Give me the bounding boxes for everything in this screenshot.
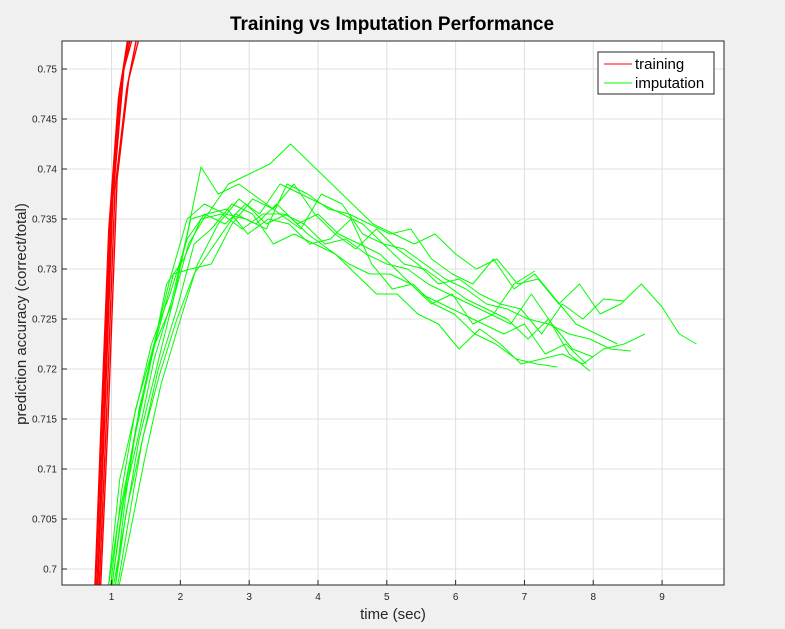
y-axis-label: prediction accuracy (correct/total): [13, 203, 30, 425]
x-tick-label: 5: [384, 592, 390, 603]
chart-title: Training vs Imputation Performance: [230, 14, 554, 35]
y-tick-label: 0.715: [32, 415, 57, 426]
y-gridlines: [62, 68, 724, 570]
training-line-4: [100, 41, 140, 585]
legend-entry-imputation: imputation: [635, 75, 704, 92]
y-tick-label: 0.705: [32, 515, 57, 526]
imputation-line-12: [110, 208, 558, 585]
x-tick-label: 7: [522, 592, 528, 603]
imputation-line-15: [118, 183, 632, 585]
legend-entry-training: training: [635, 56, 684, 73]
x-tick-label: 6: [453, 592, 459, 603]
imputation-line-9: [111, 166, 591, 585]
imputation-line-11: [115, 203, 646, 585]
y-tick-label: 0.73: [38, 265, 58, 276]
imputation-line-14: [108, 203, 536, 585]
x-tick-label: 2: [178, 592, 184, 603]
x-tick-label: 4: [315, 592, 321, 603]
y-tick-label: 0.72: [38, 365, 58, 376]
y-tick-label: 0.745: [32, 115, 57, 126]
y-ticks: 0.7 0.705 0.71 0.715 0.72 0.725 0.73 0.735 0.74 0…: [32, 65, 67, 576]
imputation-line-10: [113, 143, 697, 585]
legend-box: [597, 51, 715, 95]
plot-area: 1 2 3 4 5 6 7 8 9 0.7 0.705 0.71 0.715 0.72 0.725 0.73…: [32, 40, 725, 603]
x-tick-label: 3: [246, 592, 252, 603]
x-axis-label: time (sec): [360, 606, 426, 623]
training-line-2: [97, 41, 133, 585]
y-tick-label: 0.75: [38, 65, 58, 76]
imputation-line-13: [117, 203, 587, 585]
y-tick-label: 0.74: [38, 165, 58, 176]
legend: training imputation: [597, 51, 715, 95]
x-tick-label: 1: [109, 592, 115, 603]
y-tick-label: 0.725: [32, 315, 57, 326]
y-tick-label: 0.735: [32, 215, 57, 226]
x-tick-label: 9: [659, 592, 665, 603]
x-ticks: 1 2 3 4 5 6 7 8 9: [109, 580, 665, 603]
training-line-5: [94, 41, 129, 585]
series-lines: [94, 41, 697, 585]
y-tick-label: 0.71: [38, 465, 58, 476]
x-tick-label: 8: [590, 592, 596, 603]
y-tick-label: 0.7: [43, 565, 57, 576]
training-line-3: [98, 41, 137, 585]
axes-box: [61, 40, 725, 586]
axes-background: [62, 41, 724, 585]
